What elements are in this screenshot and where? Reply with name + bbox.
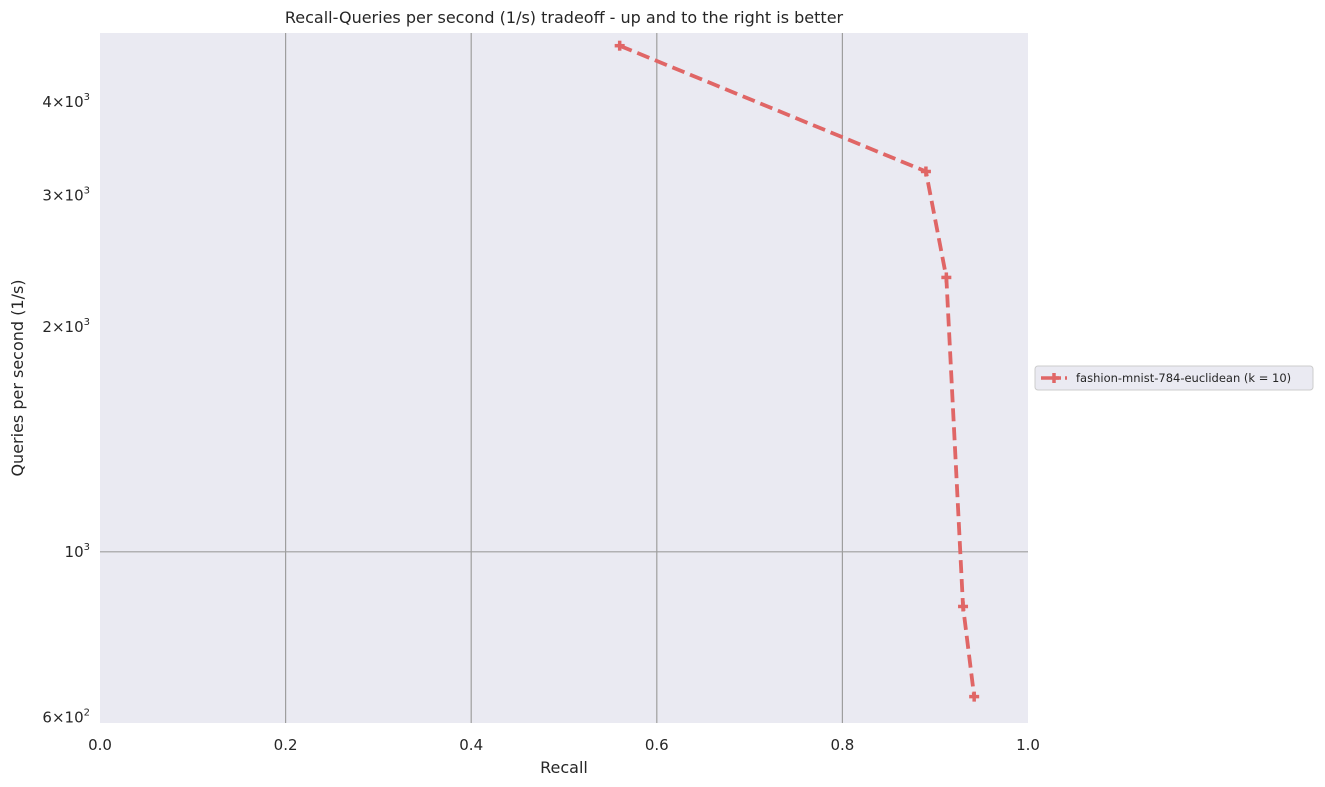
x-tick-label: 0.0 (88, 736, 112, 754)
y-tick-label: 6×102 (42, 708, 90, 727)
x-axis-ticks: 0.0 0.2 0.4 0.6 0.8 1.0 (88, 736, 1040, 754)
legend-marker (1049, 373, 1059, 383)
y-tick-label: 103 (65, 542, 90, 561)
legend: fashion-mnist-784-euclidean (k = 10) (1034, 365, 1314, 391)
series-layer (614, 40, 980, 702)
y-tick-label: 3×103 (42, 185, 90, 204)
x-tick-label: 0.2 (274, 736, 298, 754)
y-axis-ticks: 6×102 103 2×103 3×103 4×103 (42, 92, 90, 726)
legend-label: fashion-mnist-784-euclidean (k = 10) (1076, 371, 1291, 385)
y-tick-label: 2×103 (42, 317, 90, 336)
y-axis-label: Queries per second (1/s) (8, 279, 27, 476)
x-tick-label: 0.8 (830, 736, 854, 754)
grid (100, 33, 1028, 723)
data-point-marker (958, 601, 969, 612)
x-tick-label: 0.6 (645, 736, 669, 754)
legend-box (1034, 365, 1314, 391)
plot-background (100, 33, 1028, 723)
x-tick-label: 1.0 (1016, 736, 1040, 754)
y-tick-label: 4×103 (42, 92, 90, 111)
x-axis-label: Recall (540, 758, 588, 777)
data-point-marker (969, 691, 980, 702)
chart-title: Recall-Queries per second (1/s) tradeoff… (285, 8, 844, 27)
data-point-marker (920, 166, 931, 177)
data-point-marker (614, 40, 625, 51)
data-point-marker (941, 272, 952, 283)
x-tick-label: 0.4 (459, 736, 483, 754)
